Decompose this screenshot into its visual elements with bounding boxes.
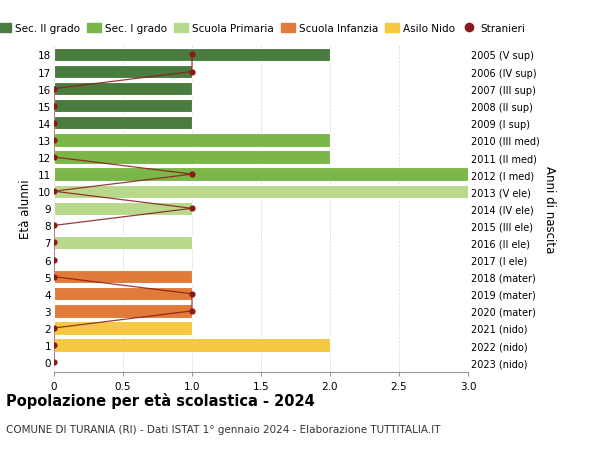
- Bar: [54, 117, 192, 130]
- Bar: [54, 168, 468, 181]
- Bar: [54, 287, 192, 301]
- Bar: [54, 49, 330, 62]
- Bar: [54, 270, 192, 284]
- Bar: [54, 236, 192, 250]
- Bar: [54, 305, 192, 318]
- Bar: [54, 151, 330, 164]
- Bar: [54, 66, 192, 79]
- Bar: [54, 134, 330, 147]
- Bar: [54, 83, 192, 96]
- Bar: [54, 322, 192, 335]
- Y-axis label: Età alunni: Età alunni: [19, 179, 32, 239]
- Text: Popolazione per età scolastica - 2024: Popolazione per età scolastica - 2024: [6, 392, 315, 409]
- Y-axis label: Anni di nascita: Anni di nascita: [543, 165, 556, 252]
- Text: COMUNE DI TURANIA (RI) - Dati ISTAT 1° gennaio 2024 - Elaborazione TUTTITALIA.IT: COMUNE DI TURANIA (RI) - Dati ISTAT 1° g…: [6, 425, 440, 435]
- Bar: [54, 100, 192, 113]
- Bar: [54, 339, 330, 352]
- Bar: [54, 185, 468, 198]
- Legend: Sec. II grado, Sec. I grado, Scuola Primaria, Scuola Infanzia, Asilo Nido, Stran: Sec. II grado, Sec. I grado, Scuola Prim…: [0, 24, 525, 34]
- Bar: [54, 202, 192, 215]
